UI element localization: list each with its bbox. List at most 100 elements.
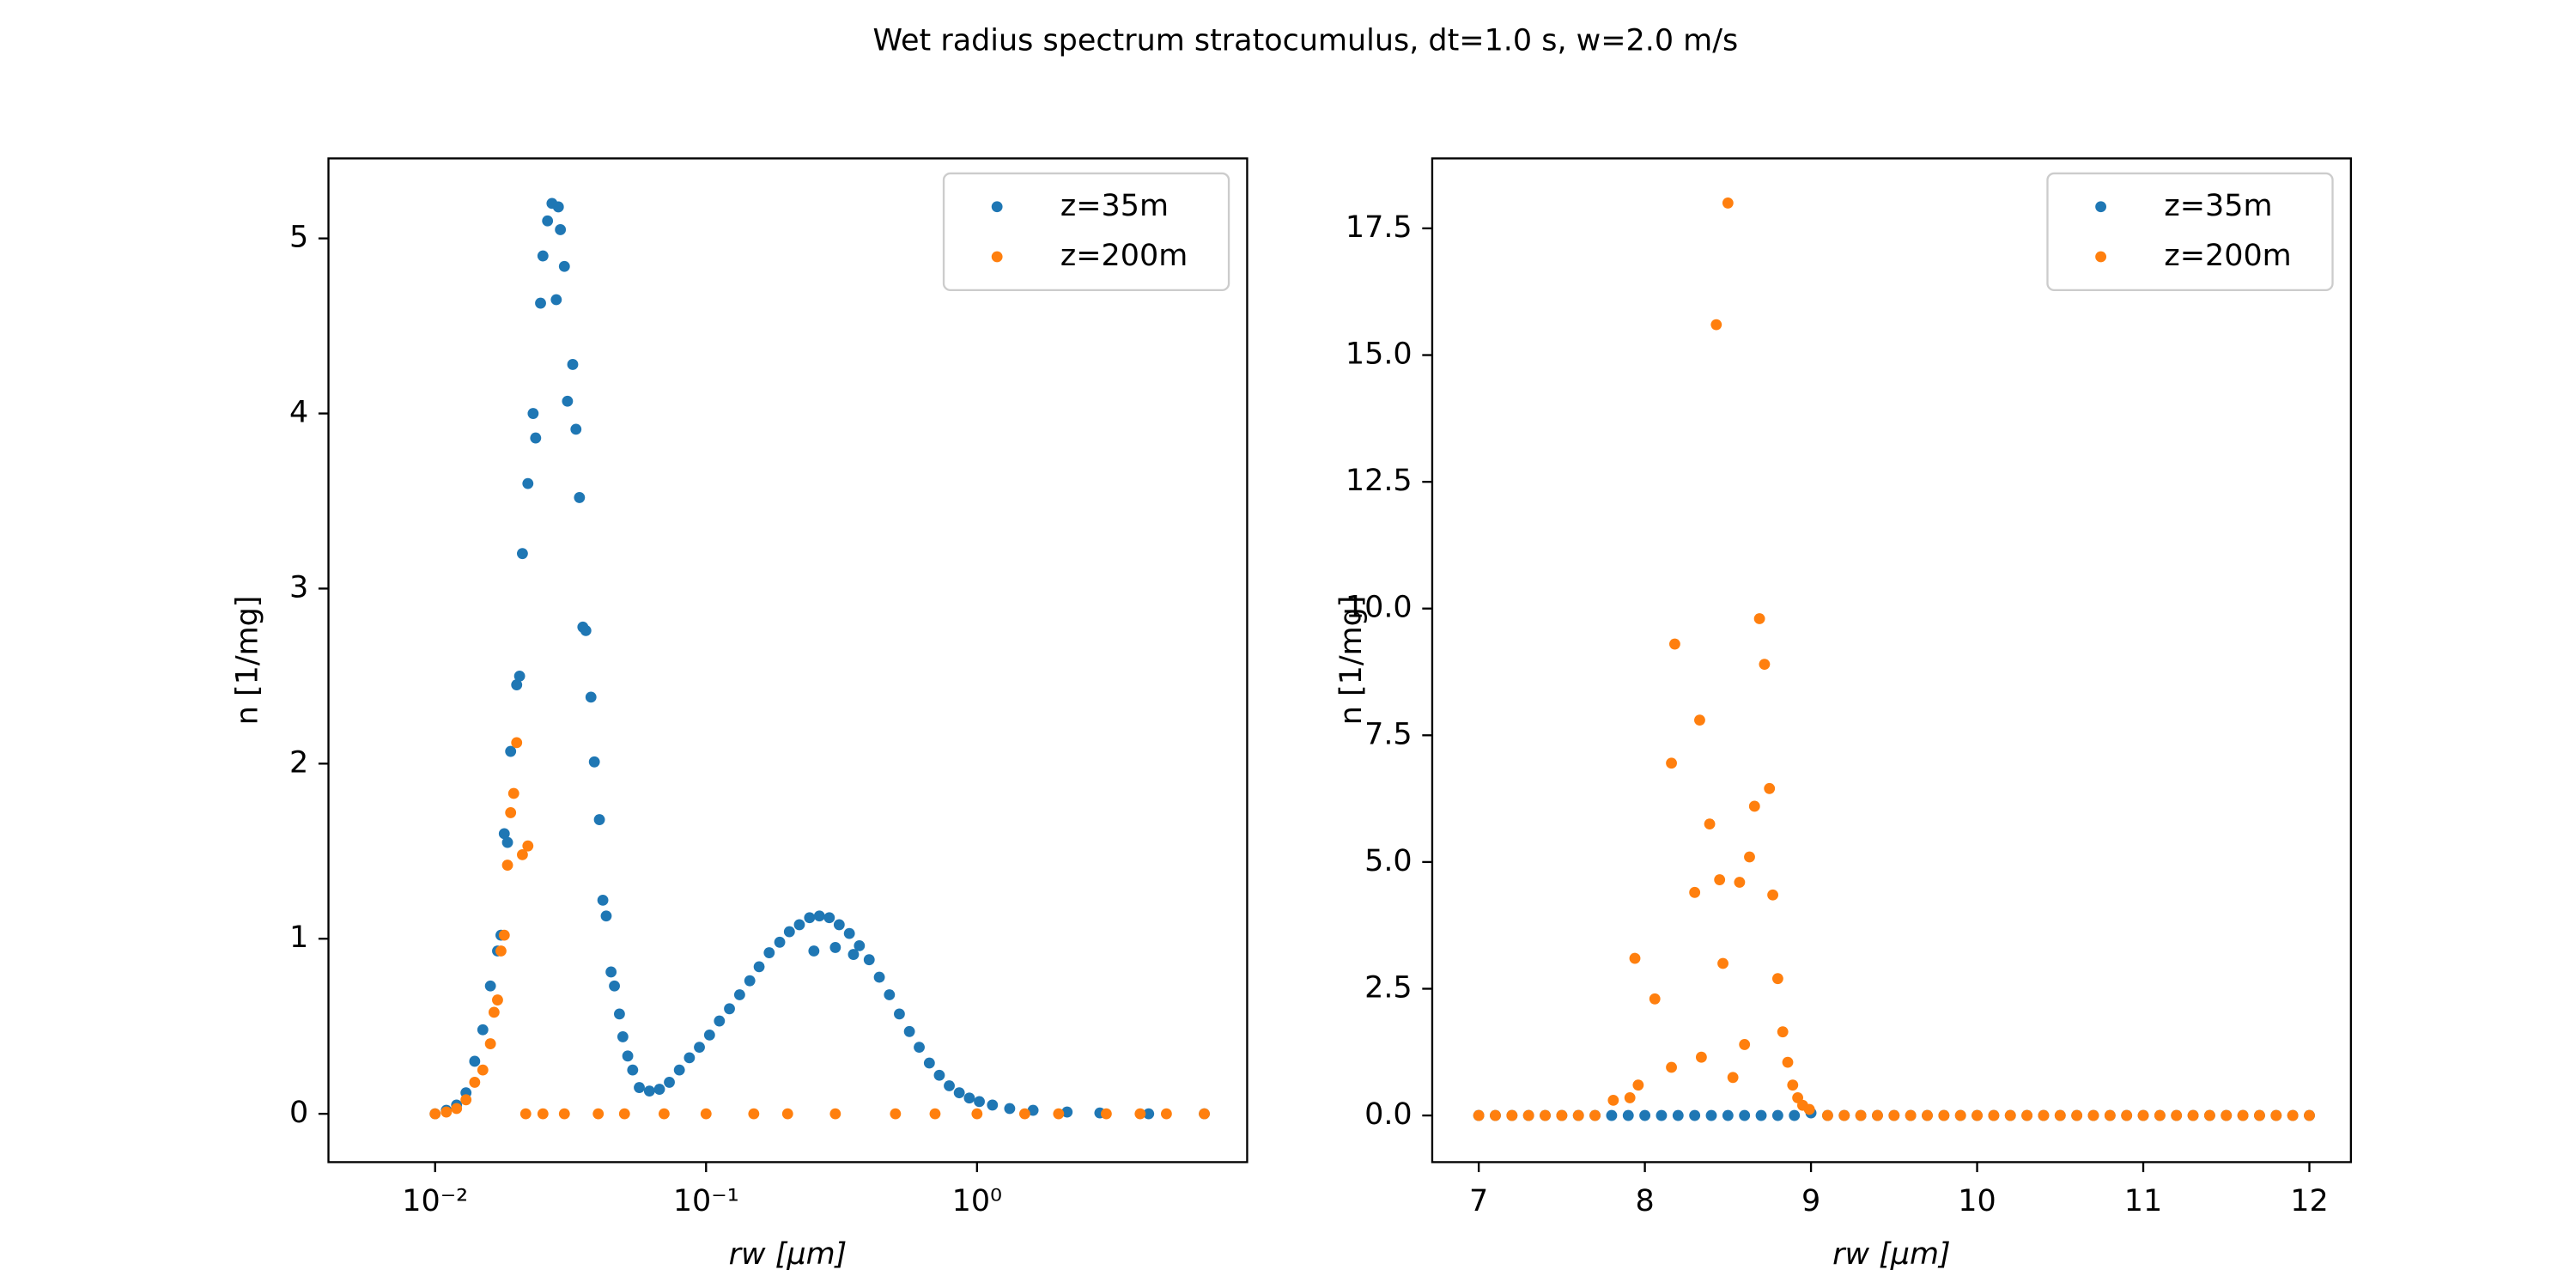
data-point bbox=[2038, 1109, 2050, 1121]
data-point bbox=[570, 423, 582, 435]
legend-box bbox=[942, 172, 1230, 292]
data-point bbox=[724, 1003, 735, 1015]
data-point bbox=[974, 1096, 985, 1108]
data-point bbox=[469, 1055, 481, 1067]
x-tick-label: 10⁰ bbox=[952, 1184, 1002, 1218]
data-point bbox=[558, 260, 570, 272]
data-point bbox=[1666, 1061, 1677, 1073]
x-tick-label: 10⁻¹ bbox=[673, 1184, 739, 1218]
data-point bbox=[477, 1024, 489, 1036]
data-point bbox=[527, 408, 539, 419]
data-point bbox=[1753, 613, 1765, 624]
data-point bbox=[804, 912, 816, 924]
data-point bbox=[1061, 1106, 1073, 1118]
data-point bbox=[1938, 1109, 1950, 1121]
data-point bbox=[1556, 1109, 1568, 1121]
data-point bbox=[622, 1050, 634, 1062]
data-point bbox=[763, 947, 775, 958]
data-point bbox=[2187, 1109, 2199, 1121]
data-point bbox=[2104, 1109, 2116, 1121]
data-point bbox=[1689, 886, 1701, 898]
data-point bbox=[429, 1108, 441, 1120]
data-point bbox=[829, 1108, 841, 1120]
data-point bbox=[517, 848, 528, 860]
data-point bbox=[1629, 952, 1641, 964]
data-point bbox=[903, 1025, 915, 1037]
data-point bbox=[1622, 1109, 1634, 1121]
x-tick-label: 7 bbox=[1469, 1184, 1488, 1218]
data-point bbox=[1734, 877, 1746, 888]
data-point bbox=[498, 828, 510, 840]
data-point bbox=[1988, 1109, 2000, 1121]
data-point bbox=[2004, 1109, 2016, 1121]
figure-title: Wet radius spectrum stratocumulus, dt=1.… bbox=[873, 24, 1739, 58]
data-point bbox=[484, 1038, 496, 1049]
data-point bbox=[555, 224, 567, 235]
data-point bbox=[562, 395, 574, 407]
data-point bbox=[498, 929, 510, 941]
data-point bbox=[600, 910, 612, 922]
legend-label: z=200m bbox=[1060, 239, 1188, 273]
data-point bbox=[2121, 1109, 2133, 1121]
data-point bbox=[658, 1108, 670, 1120]
data-point bbox=[1053, 1108, 1065, 1120]
data-point bbox=[774, 936, 786, 948]
data-point bbox=[1666, 757, 1677, 769]
data-point bbox=[890, 1108, 902, 1120]
legend-marker bbox=[2095, 201, 2107, 213]
data-point bbox=[933, 1069, 945, 1081]
data-point bbox=[1838, 1109, 1850, 1121]
x-tick-label: 12 bbox=[2290, 1184, 2328, 1218]
data-point bbox=[1722, 197, 1734, 209]
y-axis-label: n [1/mg] bbox=[1334, 596, 1369, 726]
data-point bbox=[1704, 818, 1716, 830]
data-point bbox=[588, 756, 600, 768]
data-point bbox=[522, 840, 534, 852]
data-point bbox=[971, 1108, 983, 1120]
data-point bbox=[580, 624, 592, 636]
data-point bbox=[744, 975, 756, 987]
legend-box bbox=[2046, 172, 2334, 292]
data-point bbox=[1922, 1109, 1933, 1121]
data-point bbox=[1722, 1109, 1734, 1121]
x-tick-label: 11 bbox=[2124, 1184, 2162, 1218]
data-point bbox=[1789, 1109, 1801, 1121]
y-tick-label: 1 bbox=[289, 920, 308, 955]
data-point bbox=[894, 1008, 905, 1020]
data-point bbox=[460, 1094, 472, 1106]
data-point bbox=[605, 966, 617, 978]
data-point bbox=[1672, 1109, 1684, 1121]
data-point bbox=[522, 477, 534, 489]
data-point bbox=[1134, 1108, 1146, 1120]
data-point bbox=[2137, 1109, 2149, 1121]
y-tick-label: 4 bbox=[289, 396, 308, 430]
data-point bbox=[530, 432, 542, 444]
data-point bbox=[1649, 993, 1661, 1005]
data-point bbox=[593, 814, 605, 825]
x-tick-label: 9 bbox=[1801, 1184, 1820, 1218]
y-tick-label: 0 bbox=[289, 1096, 308, 1130]
data-point bbox=[511, 737, 523, 749]
data-point bbox=[1855, 1109, 1867, 1121]
data-point bbox=[451, 1103, 463, 1115]
data-point bbox=[813, 910, 825, 922]
data-point bbox=[1954, 1109, 1966, 1121]
y-tick-label: 2.5 bbox=[1364, 970, 1413, 1005]
y-tick-label: 7.5 bbox=[1364, 717, 1413, 751]
data-point bbox=[848, 949, 860, 960]
data-point bbox=[501, 836, 513, 848]
data-point bbox=[1473, 1109, 1485, 1121]
data-point bbox=[1506, 1109, 1518, 1121]
data-point bbox=[1027, 1104, 1039, 1116]
data-point bbox=[1771, 1109, 1783, 1121]
data-point bbox=[1767, 889, 1778, 901]
data-point bbox=[597, 894, 609, 906]
data-point bbox=[1777, 1026, 1789, 1038]
y-tick-label: 5 bbox=[289, 221, 308, 255]
data-point bbox=[574, 492, 586, 503]
x-tick-label: 10⁻² bbox=[402, 1184, 468, 1218]
data-point bbox=[929, 1108, 941, 1120]
data-point bbox=[558, 1108, 570, 1120]
